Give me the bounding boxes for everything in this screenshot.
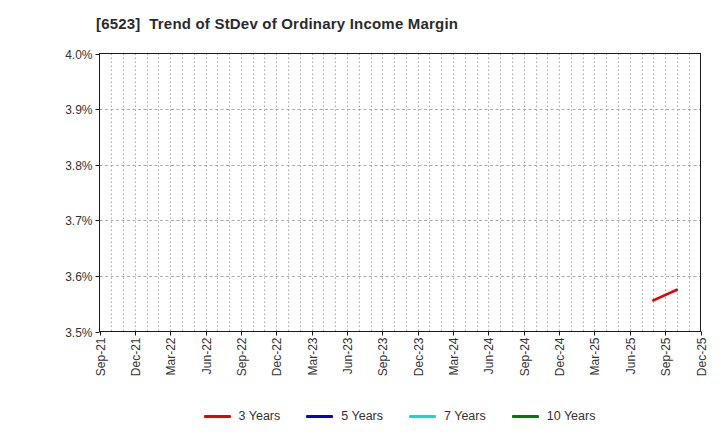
legend-line-swatch-red — [204, 415, 231, 418]
legend-label: 10 Years — [547, 409, 596, 423]
x-tick-label: Jun-24 — [482, 337, 496, 374]
y-tick-label: 3.5% — [65, 326, 93, 340]
legend-label: 7 Years — [444, 409, 486, 423]
y-tick-label: 3.8% — [65, 159, 93, 173]
legend-item-3-years: 3 Years — [204, 409, 281, 423]
legend-line-swatch-blue — [306, 415, 333, 418]
legend-line-swatch-cyan — [409, 415, 436, 418]
legend-item-7-years: 7 Years — [409, 409, 486, 423]
legend-label: 5 Years — [341, 409, 383, 423]
x-tick-label: Jun-25 — [624, 337, 638, 374]
y-tick-label: 3.9% — [65, 103, 93, 117]
legend-line-swatch-green — [512, 415, 539, 418]
legend-label: 3 Years — [239, 409, 281, 423]
x-tick-label: Jun-22 — [200, 337, 214, 374]
legend-item-5-years: 5 Years — [306, 409, 383, 423]
y-tick-label: 3.6% — [65, 270, 93, 284]
x-tick-label: Mar-22 — [164, 337, 178, 375]
legend: 3 Years 5 Years 7 Years 10 Years — [99, 405, 700, 427]
x-tick-label: Sep-22 — [235, 337, 249, 376]
x-tick-label: Sep-21 — [94, 337, 108, 376]
x-tick-label: Dec-21 — [129, 337, 143, 376]
legend-item-10-years: 10 Years — [512, 409, 596, 423]
y-tick-label: 3.7% — [65, 214, 93, 228]
x-tick-label: Dec-24 — [553, 337, 567, 376]
x-tick-label: Dec-23 — [412, 337, 426, 376]
x-tick-label: Sep-25 — [659, 337, 673, 376]
chart-figure: [6523] Trend of StDev of Ordinary Income… — [0, 0, 720, 440]
x-tick-label: Dec-22 — [270, 337, 284, 376]
plot-border — [100, 54, 701, 332]
x-tick-label: Dec-25 — [695, 337, 709, 376]
x-tick-label: Jun-23 — [341, 337, 355, 374]
x-tick-label: Sep-23 — [376, 337, 390, 376]
x-tick-label: Mar-25 — [588, 337, 602, 375]
x-tick-label: Sep-24 — [518, 337, 532, 376]
x-tick-label: Mar-23 — [306, 337, 320, 375]
plot-area: Sep-21 Dec-21 Mar-22 Jun-22 Sep-22 Dec-22 Mar-… — [0, 0, 720, 440]
x-tick-label: Mar-24 — [447, 337, 461, 375]
y-tick-label: 4.0% — [65, 48, 93, 62]
